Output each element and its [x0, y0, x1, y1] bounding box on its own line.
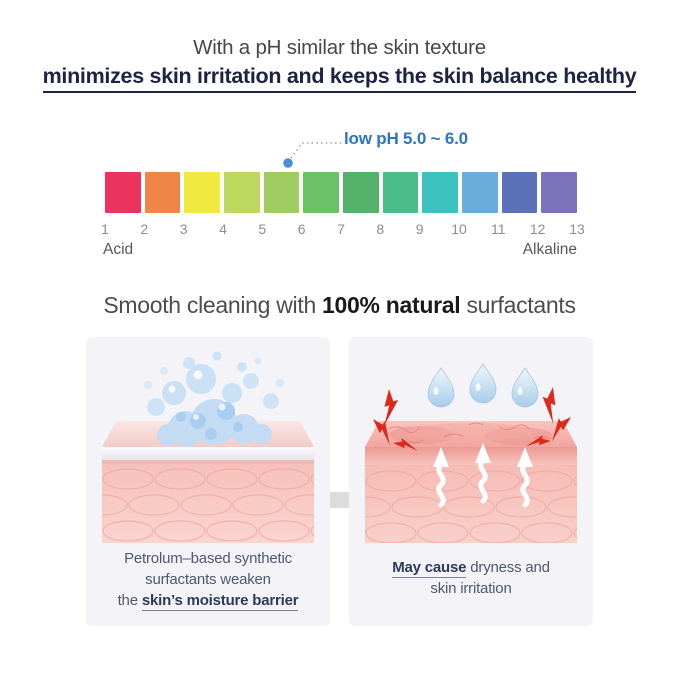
- caption-line: skin irritation: [430, 580, 512, 597]
- ph-tick-label: 4: [219, 221, 227, 237]
- panel-dryness-irritation: May cause dryness and skin irritation: [349, 337, 593, 626]
- ph-segment: [263, 172, 300, 213]
- ph-segment: [144, 172, 181, 213]
- ph-segment: [224, 172, 260, 213]
- foam-bubbles-icon: [144, 351, 284, 447]
- subheadline: Smooth cleaning with 100% natural surfac…: [0, 292, 679, 319]
- ph-callout-leader-icon: [283, 142, 344, 168]
- acid-label: Acid: [103, 241, 134, 258]
- ph-tick-label: 7: [337, 221, 345, 237]
- ph-segment: [541, 172, 578, 213]
- caption-bold-underlined: skin’s moisture barrier: [141, 592, 299, 611]
- caption-line: surfactants weaken: [145, 571, 271, 588]
- ph-segment: [501, 172, 538, 213]
- ph-tick-label: 13: [569, 221, 585, 237]
- scratch-marks: [388, 422, 551, 444]
- ph-tick-label: 5: [258, 221, 267, 237]
- ph-segment: [382, 172, 419, 213]
- right-panel-caption: May cause dryness and skin irritation: [349, 557, 593, 599]
- ph-tick-label: 10: [451, 221, 467, 237]
- ph-tick-label: 3: [179, 221, 188, 237]
- ph-tick-label: 1: [101, 221, 109, 237]
- caption-line: dryness and: [466, 559, 550, 576]
- caption-line: Petrolum–based synthetic: [124, 550, 292, 567]
- headline-line2: minimizes skin irritation and keeps the …: [0, 64, 679, 93]
- caption-line: the: [117, 592, 142, 609]
- ph-segment: [422, 172, 459, 213]
- ph-tick-label: 9: [415, 221, 424, 237]
- ph-callout-label: low pH 5.0 ~ 6.0: [344, 129, 468, 148]
- left-panel-caption: Petrolum–based synthetic surfactants wea…: [86, 548, 330, 611]
- headline-line1: With a pH similar the skin texture: [193, 36, 486, 59]
- skin-block: [102, 421, 314, 543]
- subheadline-prefix: Smooth cleaning with: [103, 292, 323, 318]
- ph-ticks: 1 2 3 4 5 6 7 8 9 10 11 12 13: [101, 221, 585, 237]
- ph-bar: [105, 172, 578, 213]
- headline-line2-underlined: minimizes skin irritation and keeps the …: [42, 64, 637, 93]
- ph-tick-label: 6: [297, 221, 306, 237]
- panel-synthetic-surfactants: Petrolum–based synthetic surfactants wea…: [86, 337, 330, 626]
- ph-segment: [462, 172, 498, 213]
- water-drop-icons: [427, 363, 539, 408]
- caption-bold-underlined: May cause: [392, 559, 467, 578]
- ph-tick-label: 11: [491, 221, 506, 237]
- ph-tick-label: 2: [140, 221, 149, 237]
- lightning-icons: [373, 387, 571, 451]
- ph-segment: [184, 172, 221, 213]
- ph-segment: [343, 172, 379, 213]
- steam-arrow-icons: [433, 443, 533, 508]
- ph-tick-label: 8: [376, 221, 385, 237]
- skin-block-with-foam-illustration: [102, 351, 314, 543]
- subheadline-suffix: surfactants: [460, 292, 576, 318]
- irritated-skin-block: [365, 421, 577, 543]
- irritated-skin-block-illustration: [365, 363, 577, 543]
- alkaline-label: Alkaline: [522, 241, 577, 258]
- subheadline-bold: 100% natural: [322, 292, 461, 318]
- ph-segment: [303, 172, 340, 213]
- ph-segment: [105, 172, 141, 213]
- ph-tick-label: 12: [529, 221, 546, 237]
